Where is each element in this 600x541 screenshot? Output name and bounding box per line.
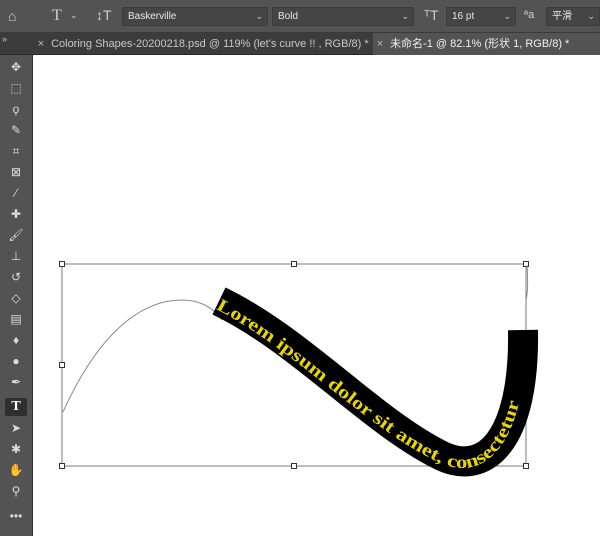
close-icon[interactable]: × — [376, 38, 384, 50]
frame-tool-icon[interactable]: ⊠ — [10, 165, 22, 179]
clone-stamp-tool-icon[interactable]: ⊥ — [10, 249, 22, 263]
bbox-handle[interactable] — [291, 261, 297, 267]
custom-shape-tool-icon[interactable]: ✱ — [10, 442, 22, 456]
blur-tool-icon[interactable]: ♦ — [12, 333, 20, 347]
chevron-down-icon: ⌄ — [255, 11, 263, 21]
pen-tool-icon[interactable]: ✒ — [10, 375, 22, 389]
move-tool-icon[interactable]: ✥ — [10, 60, 22, 74]
eraser-tool-icon[interactable]: ◇ — [11, 291, 21, 305]
document-canvas[interactable]: Lorem ipsum dolor sit amet, consectetur — [33, 55, 600, 536]
antialias-value: 平滑 — [552, 11, 572, 22]
gradient-tool-icon[interactable]: ▤ — [10, 312, 22, 326]
font-size-value: 16 pt — [452, 11, 475, 22]
path-line — [62, 299, 223, 413]
tab-label: 未命名-1 @ 82.1% (形状 1, RGB/8) * — [390, 38, 570, 50]
tools-panel: ✥ ⬚ ϙ ✎ ⌗ ⊠ ⁄ ✚ 🖌 ⊥ ↺ ◇ ▤ ♦ ● ✒ T ➤ ✱ ✋ … — [0, 55, 33, 536]
font-size-icon: ᵀT — [424, 7, 439, 23]
bbox-handle[interactable] — [523, 261, 529, 267]
bbox-handle[interactable] — [59, 463, 65, 469]
font-size-dropdown[interactable]: 16 pt ⌄ — [446, 7, 516, 26]
marquee-tool-icon[interactable]: ⬚ — [10, 81, 22, 95]
font-family-value: Baskerville — [128, 11, 177, 22]
text-path-band — [212, 287, 539, 477]
close-icon[interactable]: × — [37, 38, 45, 50]
more-tools-icon[interactable]: ••• — [9, 509, 23, 523]
antialias-dropdown[interactable]: 平滑 ⌄ — [546, 7, 600, 26]
crop-tool-icon[interactable]: ⌗ — [12, 144, 20, 158]
bbox-handle[interactable] — [59, 261, 65, 267]
antialias-icon: ªa — [524, 9, 535, 21]
brush-tool-icon[interactable]: 🖌 — [8, 228, 24, 242]
path-line — [525, 264, 529, 301]
bbox-handle[interactable] — [291, 463, 297, 469]
tab-untitled-1[interactable]: × 未命名-1 @ 82.1% (形状 1, RGB/8) * — [373, 33, 600, 55]
text-orientation-icon[interactable]: ↕T — [96, 7, 112, 23]
history-brush-tool-icon[interactable]: ↺ — [10, 270, 22, 284]
dodge-tool-icon[interactable]: ● — [12, 354, 20, 368]
panel-collapse-icon[interactable]: » — [2, 34, 8, 44]
document-tab-bar: » × Coloring Shapes-20200218.psd @ 119% … — [0, 33, 600, 55]
font-style-dropdown[interactable]: Bold ⌄ — [272, 7, 414, 26]
tab-label: Coloring Shapes-20200218.psd @ 119% (let… — [51, 38, 369, 50]
zoom-tool-icon[interactable]: ⚲ — [11, 484, 21, 498]
eyedropper-tool-icon[interactable]: ⁄ — [14, 186, 17, 200]
chevron-down-icon: ⌄ — [587, 11, 595, 21]
path-select-tool-icon[interactable]: ➤ — [10, 421, 22, 435]
chevron-down-icon: ⌄ — [401, 11, 409, 21]
options-bar: ⌂ T ⌄ ↕T Baskerville ⌄ Bold ⌄ ᵀT 16 pt ⌄… — [0, 0, 600, 33]
font-style-value: Bold — [278, 11, 299, 22]
font-family-dropdown[interactable]: Baskerville ⌄ — [122, 7, 268, 26]
chevron-down-icon: ⌄ — [503, 11, 511, 21]
tab-coloring-shapes[interactable]: × Coloring Shapes-20200218.psd @ 119% (l… — [34, 33, 370, 55]
type-tool-preset-icon[interactable]: T — [52, 7, 62, 24]
lasso-tool-icon[interactable]: ϙ — [12, 102, 20, 116]
quick-select-tool-icon[interactable]: ✎ — [10, 123, 22, 137]
preset-chevron-icon[interactable]: ⌄ — [70, 10, 78, 20]
bbox-handle[interactable] — [59, 362, 65, 368]
canvas-artwork: Lorem ipsum dolor sit amet, consectetur — [59, 261, 539, 477]
healing-brush-tool-icon[interactable]: ✚ — [10, 207, 22, 221]
bbox-handle[interactable] — [523, 463, 529, 469]
type-tool-icon[interactable]: T — [5, 398, 27, 416]
home-icon[interactable]: ⌂ — [8, 8, 17, 24]
hand-tool-icon[interactable]: ✋ — [8, 463, 24, 477]
